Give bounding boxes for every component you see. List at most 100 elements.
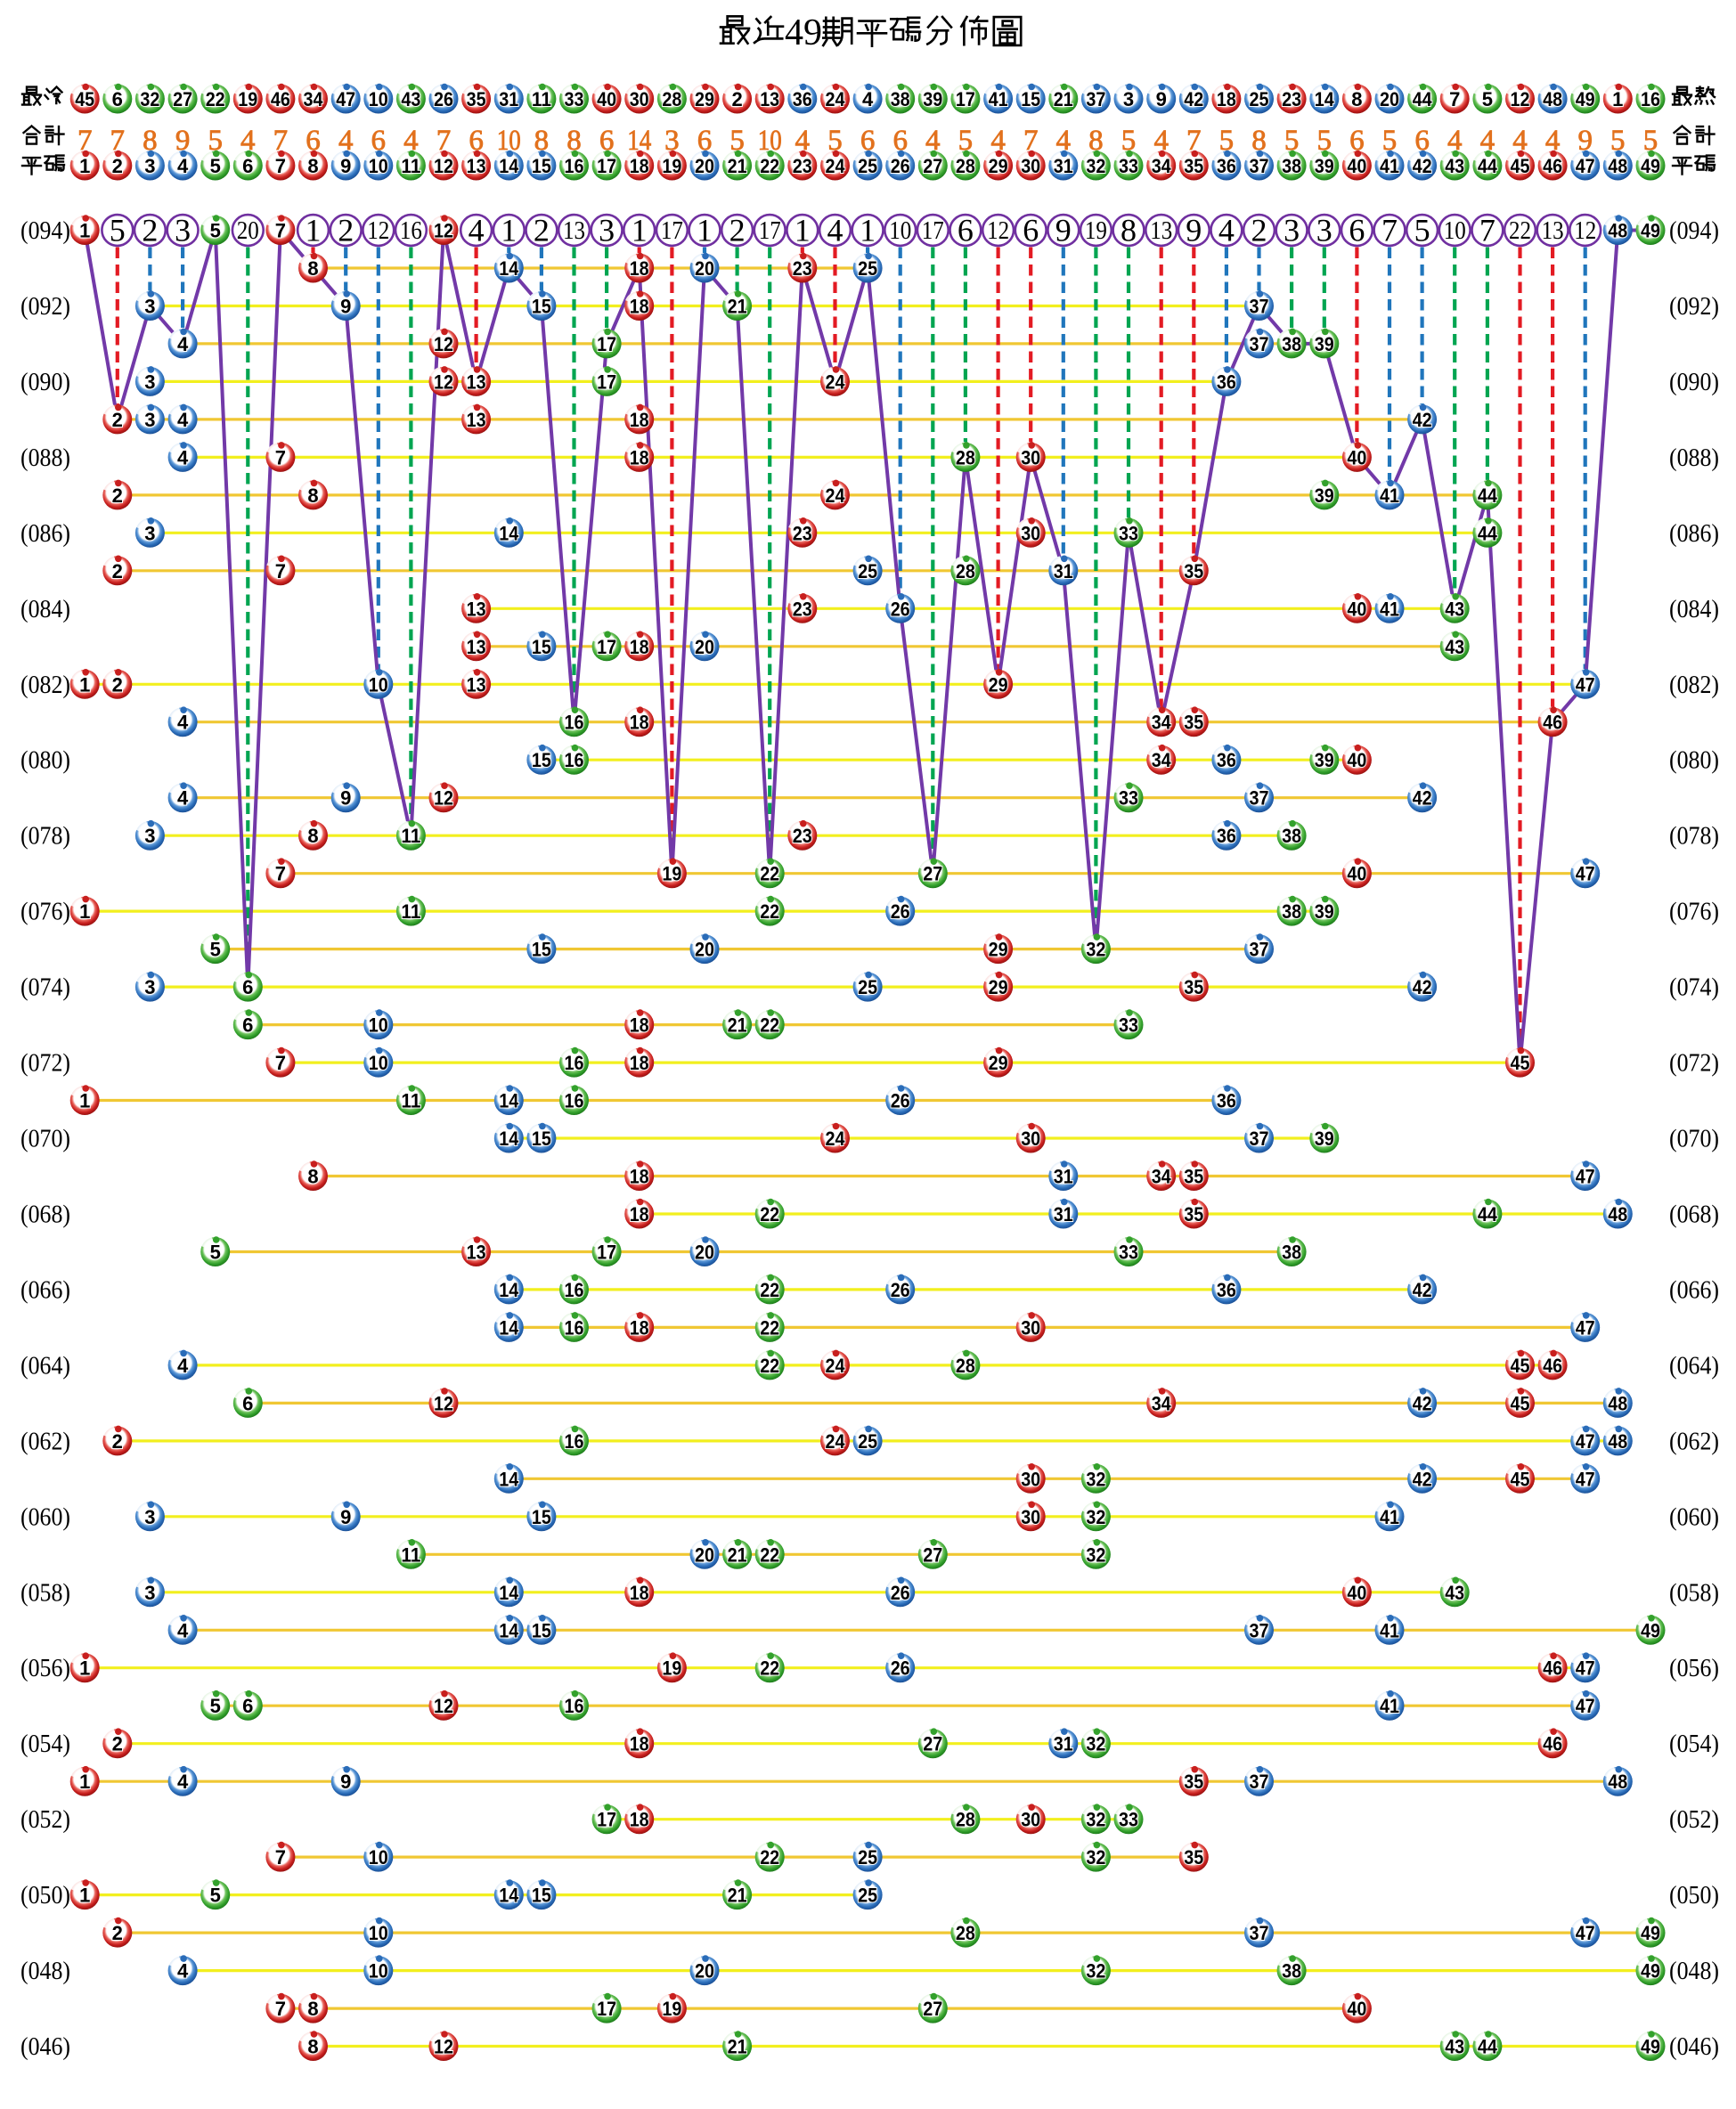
svg-text:5: 5	[729, 125, 745, 157]
svg-text:49: 49	[1641, 220, 1660, 242]
svg-text:10: 10	[369, 1014, 388, 1037]
svg-text:39: 39	[923, 88, 942, 110]
svg-text:33: 33	[1119, 787, 1138, 810]
svg-text:11: 11	[401, 900, 420, 923]
svg-text:32: 32	[1086, 1506, 1105, 1528]
svg-text:22: 22	[760, 1657, 779, 1680]
svg-text:48: 48	[1608, 1203, 1627, 1226]
svg-text:45: 45	[1511, 155, 1530, 177]
svg-text:32: 32	[1086, 1468, 1105, 1490]
svg-text:14: 14	[499, 522, 519, 544]
svg-text:43: 43	[1445, 636, 1464, 658]
svg-text:22: 22	[1509, 216, 1531, 245]
svg-text:4: 4	[925, 125, 941, 157]
svg-text:28: 28	[956, 446, 975, 468]
svg-text:36: 36	[793, 88, 812, 110]
svg-text:49: 49	[1641, 1960, 1660, 1983]
svg-text:9: 9	[175, 125, 191, 157]
svg-text:2: 2	[731, 88, 742, 110]
svg-text:24: 24	[826, 1355, 846, 1377]
svg-text:1: 1	[79, 1090, 90, 1112]
svg-text:24: 24	[826, 1128, 846, 1150]
svg-text:(048): (048)	[1669, 1958, 1719, 1985]
svg-text:10: 10	[369, 1052, 388, 1074]
svg-text:20: 20	[695, 1543, 714, 1566]
svg-text:13: 13	[1150, 216, 1172, 245]
svg-text:47: 47	[1576, 1695, 1595, 1717]
svg-text:9: 9	[1577, 125, 1593, 157]
svg-text:15: 15	[532, 1506, 551, 1528]
svg-text:21: 21	[728, 1014, 747, 1037]
svg-text:3: 3	[175, 213, 191, 248]
svg-text:17: 17	[956, 88, 975, 110]
svg-text:4: 4	[795, 125, 811, 157]
svg-text:5: 5	[1643, 125, 1659, 157]
svg-text:8: 8	[1351, 88, 1362, 110]
svg-text:17: 17	[597, 370, 616, 393]
svg-text:10: 10	[369, 155, 388, 177]
svg-text:20: 20	[695, 1960, 714, 1983]
svg-text:13: 13	[467, 636, 486, 658]
svg-text:13: 13	[467, 673, 486, 696]
svg-text:25: 25	[858, 1846, 877, 1869]
svg-text:1: 1	[697, 213, 713, 248]
svg-text:3: 3	[144, 976, 155, 998]
svg-text:3: 3	[599, 213, 615, 248]
svg-text:42: 42	[1184, 88, 1203, 110]
svg-text:(078): (078)	[1669, 823, 1719, 851]
svg-text:37: 37	[1250, 296, 1269, 318]
svg-text:43: 43	[1445, 598, 1464, 620]
svg-text:30: 30	[1021, 155, 1040, 177]
svg-text:14: 14	[499, 1090, 519, 1112]
svg-text:(048): (048)	[20, 1958, 70, 1985]
svg-text:(088): (088)	[1669, 444, 1719, 472]
svg-text:14: 14	[499, 1316, 519, 1339]
svg-text:3: 3	[144, 825, 155, 847]
svg-text:26: 26	[891, 1279, 910, 1301]
svg-text:(066): (066)	[1669, 1276, 1719, 1304]
svg-text:20: 20	[695, 257, 714, 280]
svg-text:30: 30	[1021, 1809, 1040, 1831]
svg-text:15: 15	[532, 636, 551, 658]
svg-text:2: 2	[112, 673, 123, 696]
svg-text:47: 47	[1576, 1922, 1595, 1944]
svg-text:28: 28	[956, 560, 975, 582]
svg-text:7: 7	[275, 446, 286, 468]
svg-text:18: 18	[630, 1316, 649, 1339]
svg-text:13: 13	[563, 216, 585, 245]
svg-text:(050): (050)	[20, 1882, 70, 1910]
svg-text:14: 14	[499, 1279, 519, 1301]
svg-text:1: 1	[79, 1657, 90, 1680]
svg-text:35: 35	[1184, 1846, 1203, 1869]
svg-text:1: 1	[632, 213, 648, 248]
svg-text:(092): (092)	[20, 293, 70, 321]
svg-text:17: 17	[597, 636, 616, 658]
svg-text:16: 16	[565, 1279, 584, 1301]
svg-text:1: 1	[795, 213, 811, 248]
svg-text:5: 5	[1284, 125, 1300, 157]
svg-text:25: 25	[858, 976, 877, 998]
svg-text:8: 8	[307, 484, 318, 507]
svg-text:12: 12	[987, 216, 1009, 245]
svg-text:21: 21	[1054, 88, 1073, 110]
svg-text:(064): (064)	[1669, 1352, 1719, 1380]
svg-text:35: 35	[467, 88, 486, 110]
svg-text:(054): (054)	[20, 1730, 70, 1758]
svg-text:36: 36	[1217, 749, 1236, 771]
svg-text:42: 42	[1413, 1279, 1432, 1301]
svg-text:34: 34	[1152, 712, 1172, 734]
svg-text:23: 23	[793, 155, 812, 177]
svg-text:42: 42	[1413, 409, 1432, 431]
svg-text:15: 15	[532, 1619, 551, 1641]
svg-text:7: 7	[1186, 125, 1202, 157]
svg-text:34: 34	[1152, 155, 1172, 177]
svg-text:7: 7	[273, 125, 289, 157]
svg-text:(058): (058)	[20, 1579, 70, 1607]
svg-text:29: 29	[989, 155, 1008, 177]
svg-text:15: 15	[532, 1128, 551, 1150]
svg-text:15: 15	[532, 1885, 551, 1907]
svg-text:(094): (094)	[1669, 217, 1719, 245]
svg-text:15: 15	[532, 155, 551, 177]
svg-text:43: 43	[401, 88, 420, 110]
svg-text:4: 4	[990, 125, 1006, 157]
